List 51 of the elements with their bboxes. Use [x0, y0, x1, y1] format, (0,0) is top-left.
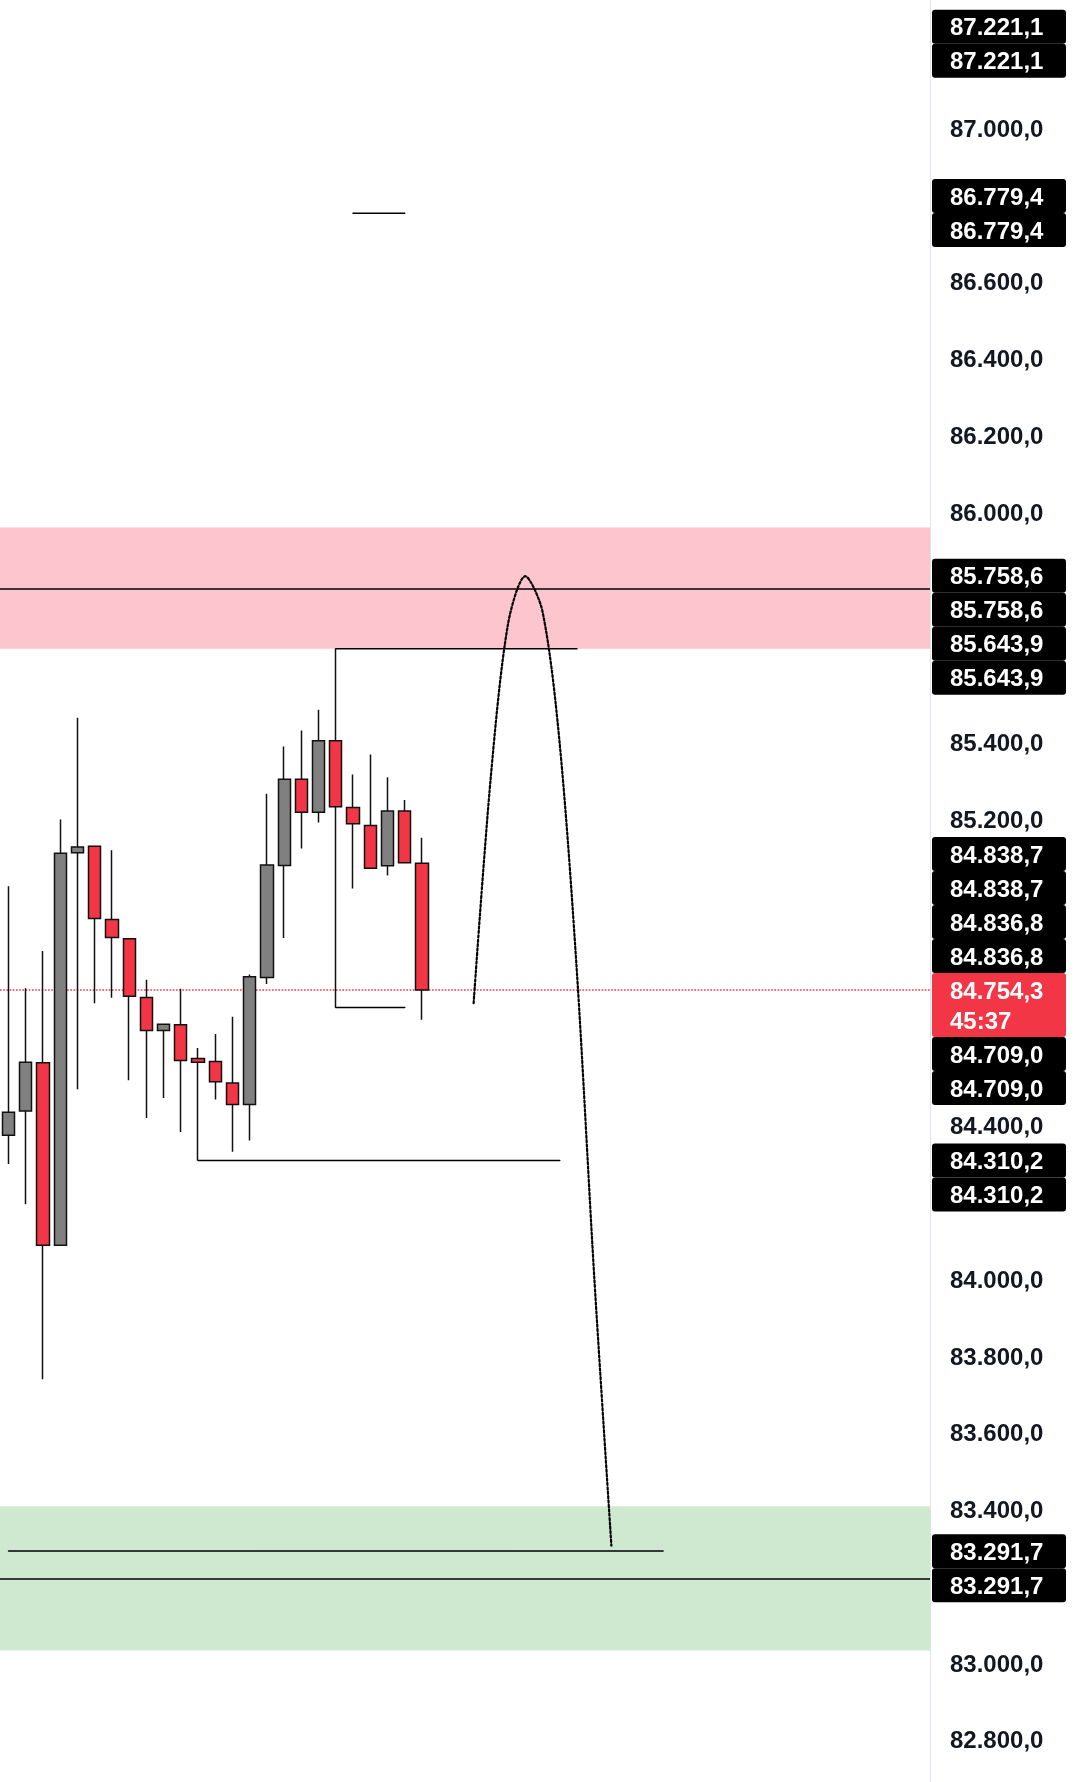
text: 83.291,7	[950, 1537, 1044, 1565]
text: 85.643,9	[950, 630, 1044, 658]
text: 86.779,4	[950, 182, 1045, 210]
candlestick	[208, 1033, 223, 1101]
text: 84.838,7	[950, 840, 1044, 868]
y-tick-label: 83.400,0	[950, 1496, 1044, 1524]
candlestick	[70, 717, 85, 1090]
candlestick	[53, 818, 68, 1247]
text: 85.758,6	[950, 596, 1044, 624]
text: 84.709,0	[950, 1040, 1044, 1068]
candlestick	[294, 729, 309, 850]
y-tick-label: 83.800,0	[950, 1342, 1044, 1370]
text: 86.779,4	[950, 216, 1045, 244]
y-tick-label: 86.200,0	[950, 421, 1044, 449]
y-tick-label: 85.400,0	[950, 728, 1044, 756]
candlestick	[397, 799, 412, 864]
candlestick	[380, 776, 395, 877]
candlestick	[242, 973, 257, 1142]
candlestick	[345, 773, 361, 890]
y-tick-label: 82.800,0	[950, 1726, 1044, 1754]
y-tick-label: 83.000,0	[950, 1649, 1044, 1677]
text: 85.758,6	[950, 562, 1044, 590]
y-tick-label: 84.400,0	[950, 1112, 1044, 1140]
candlestick	[35, 950, 51, 1380]
text: 84.709,0	[950, 1074, 1044, 1102]
text: 83.291,7	[950, 1571, 1044, 1599]
candlestick	[18, 987, 33, 1205]
y-tick-label: 87.000,0	[950, 115, 1044, 143]
y-tick-label: 85.200,0	[950, 805, 1044, 833]
text: 84.836,8	[950, 908, 1044, 936]
candlestick	[225, 1015, 240, 1153]
y-tick-label: 84.000,0	[950, 1265, 1044, 1293]
y-tick-label: 83.600,0	[950, 1419, 1044, 1447]
ref-line-label: 84.754,3 45:37	[950, 976, 1044, 1034]
y-tick-label: 86.600,0	[950, 268, 1044, 296]
candlestick	[363, 753, 378, 870]
text: 85.643,9	[950, 664, 1044, 692]
text: 84.836,8	[950, 942, 1044, 970]
candlestick	[156, 1023, 171, 1099]
text: 87.221,1	[950, 13, 1044, 41]
candlestick	[259, 793, 275, 985]
text: 84.310,2	[950, 1180, 1044, 1208]
text: 87.221,1	[950, 47, 1044, 75]
text: 84.838,7	[950, 874, 1044, 902]
candlestick	[190, 1047, 206, 1162]
candlestick	[277, 745, 292, 939]
candlestick	[311, 708, 326, 824]
text: 84.310,2	[950, 1146, 1044, 1174]
y-tick-label: 86.400,0	[950, 345, 1044, 373]
candlestick	[1, 885, 16, 1165]
y-tick-label: 86.000,0	[950, 498, 1044, 526]
